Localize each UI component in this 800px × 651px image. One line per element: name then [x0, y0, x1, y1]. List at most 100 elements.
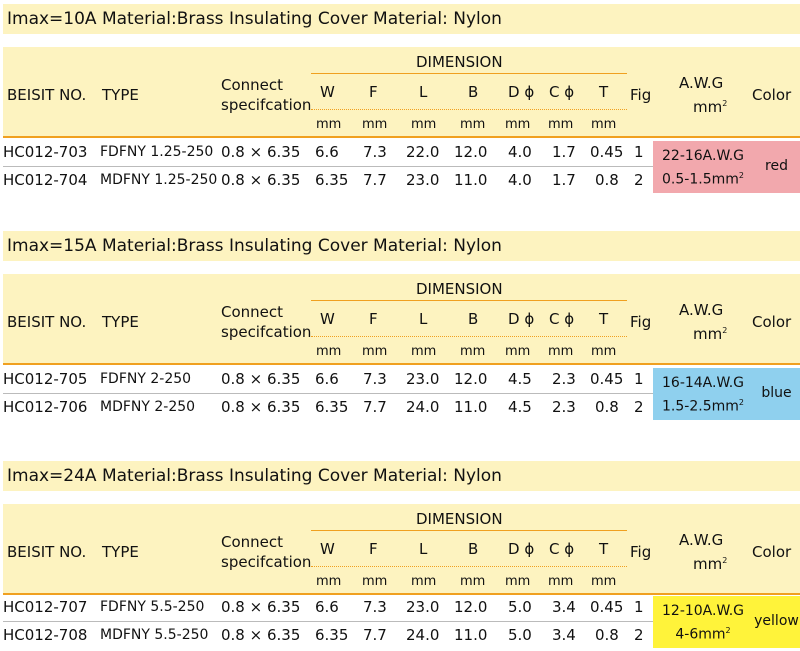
row-divider [3, 166, 653, 167]
cell-w: 6.6 [315, 370, 339, 388]
header-c: C ϕ [549, 540, 575, 558]
header-awg-unit: mm2 [693, 98, 728, 116]
color-value: yellow [754, 613, 799, 629]
header-connect-line1: Connect [221, 303, 284, 321]
header-c: C ϕ [549, 310, 575, 328]
cell-beisit-no: HC012-707 [3, 598, 88, 616]
cell-t: 0.45 [590, 370, 624, 388]
header-color: Color [752, 86, 792, 104]
cell-l: 24.0 [406, 626, 440, 644]
cell-d: 5.0 [508, 626, 532, 644]
cell-f: 7.7 [363, 626, 387, 644]
header-awg: A.W.G [679, 74, 724, 92]
cell-c: 2.3 [552, 398, 576, 416]
cell-d: 4.0 [508, 143, 532, 161]
unit-d: mm [505, 344, 531, 359]
header-b: B [468, 540, 479, 558]
table-row: HC012-707 FDFNY 5.5-250 0.8 × 6.35 6.6 7… [3, 595, 653, 619]
cell-l: 24.0 [406, 398, 440, 416]
header-l: L [419, 83, 428, 101]
header-color: Color [752, 543, 792, 561]
cell-d: 4.0 [508, 171, 532, 189]
section-title: Imax=15A Material:Brass Insulating Cover… [3, 231, 800, 261]
cell-c: 3.4 [552, 626, 576, 644]
cell-t: 0.45 [590, 598, 624, 616]
unit-b: mm [460, 574, 486, 589]
cell-type: FDFNY 5.5-250 [100, 599, 205, 615]
header-connect-line2: specifcation [221, 96, 312, 114]
cell-d: 4.5 [508, 398, 532, 416]
cell-type: MDFNY 2-250 [100, 399, 196, 415]
spec-section-15a: Imax=15A Material:Brass Insulating Cover… [0, 231, 800, 421]
cell-t: 0.8 [595, 398, 619, 416]
cell-fig: 1 [634, 598, 644, 616]
awg-color-cell: 12-10A.W.G 4-6mm2 yellow [653, 596, 800, 648]
color-value: blue [761, 385, 792, 401]
unit-l: mm [411, 574, 437, 589]
unit-c: mm [548, 344, 574, 359]
cell-f: 7.3 [363, 143, 387, 161]
table-row: HC012-704 MDFNY 1.25-250 0.8 × 6.35 6.35… [3, 168, 653, 192]
unit-f: mm [362, 117, 388, 132]
header-d: D ϕ [508, 310, 535, 328]
table-header: BEISIT NO. TYPE Connect specifcation DIM… [3, 504, 800, 595]
header-b: B [468, 310, 479, 328]
cell-t: 0.8 [595, 626, 619, 644]
cell-b: 12.0 [454, 598, 488, 616]
header-connect-line1: Connect [221, 533, 284, 551]
cell-b: 12.0 [454, 370, 488, 388]
cell-connect: 0.8 × 6.35 [221, 398, 301, 416]
awg-color-cell: 16-14A.W.G 1.5-2.5mm2 blue [653, 368, 800, 420]
table-header: BEISIT NO. TYPE Connect specifcation DIM… [3, 274, 800, 365]
header-f: F [369, 540, 378, 558]
cell-l: 23.0 [406, 370, 440, 388]
cell-w: 6.35 [315, 171, 349, 189]
cell-t: 0.45 [590, 143, 624, 161]
header-connect-line1: Connect [221, 76, 284, 94]
table-header: BEISIT NO. TYPE Connect specifcation DIM… [3, 47, 800, 138]
cell-fig: 1 [634, 370, 644, 388]
header-fig: Fig [630, 543, 652, 561]
awg-color-cell: 22-16A.W.G 0.5-1.5mm2 red [653, 141, 800, 193]
cell-connect: 0.8 × 6.35 [221, 143, 301, 161]
header-t: T [599, 83, 609, 101]
cell-c: 1.7 [552, 171, 576, 189]
header-dimension: DIMENSION [416, 510, 503, 528]
cell-beisit-no: HC012-706 [3, 398, 88, 416]
cell-type: FDFNY 1.25-250 [100, 144, 214, 160]
cell-d: 4.5 [508, 370, 532, 388]
cell-type: MDFNY 1.25-250 [100, 172, 218, 188]
unit-b: mm [460, 344, 486, 359]
header-connect-line2: specifcation [221, 553, 312, 571]
cell-d: 5.0 [508, 598, 532, 616]
cell-w: 6.35 [315, 626, 349, 644]
unit-f: mm [362, 344, 388, 359]
cell-l: 22.0 [406, 143, 440, 161]
unit-divider [311, 566, 627, 567]
header-l: L [419, 310, 428, 328]
header-beisit-no: BEISIT NO. [7, 543, 87, 561]
dimension-divider [311, 300, 627, 301]
unit-b: mm [460, 117, 486, 132]
cell-t: 0.8 [595, 171, 619, 189]
header-connect-line2: specifcation [221, 323, 312, 341]
header-c: C ϕ [549, 83, 575, 101]
unit-divider [311, 109, 627, 110]
header-t: T [599, 310, 609, 328]
awg-value: 12-10A.W.G 4-6mm2 [662, 603, 744, 643]
header-fig: Fig [630, 86, 652, 104]
header-type: TYPE [102, 313, 139, 331]
header-beisit-no: BEISIT NO. [7, 86, 87, 104]
cell-w: 6.6 [315, 143, 339, 161]
header-b: B [468, 83, 479, 101]
header-l: L [419, 540, 428, 558]
cell-connect: 0.8 × 6.35 [221, 370, 301, 388]
header-t: T [599, 540, 609, 558]
unit-t: mm [591, 117, 617, 132]
cell-connect: 0.8 × 6.35 [221, 171, 301, 189]
cell-f: 7.7 [363, 398, 387, 416]
cell-f: 7.7 [363, 171, 387, 189]
unit-t: mm [591, 574, 617, 589]
unit-divider [311, 336, 627, 337]
header-type: TYPE [102, 86, 139, 104]
